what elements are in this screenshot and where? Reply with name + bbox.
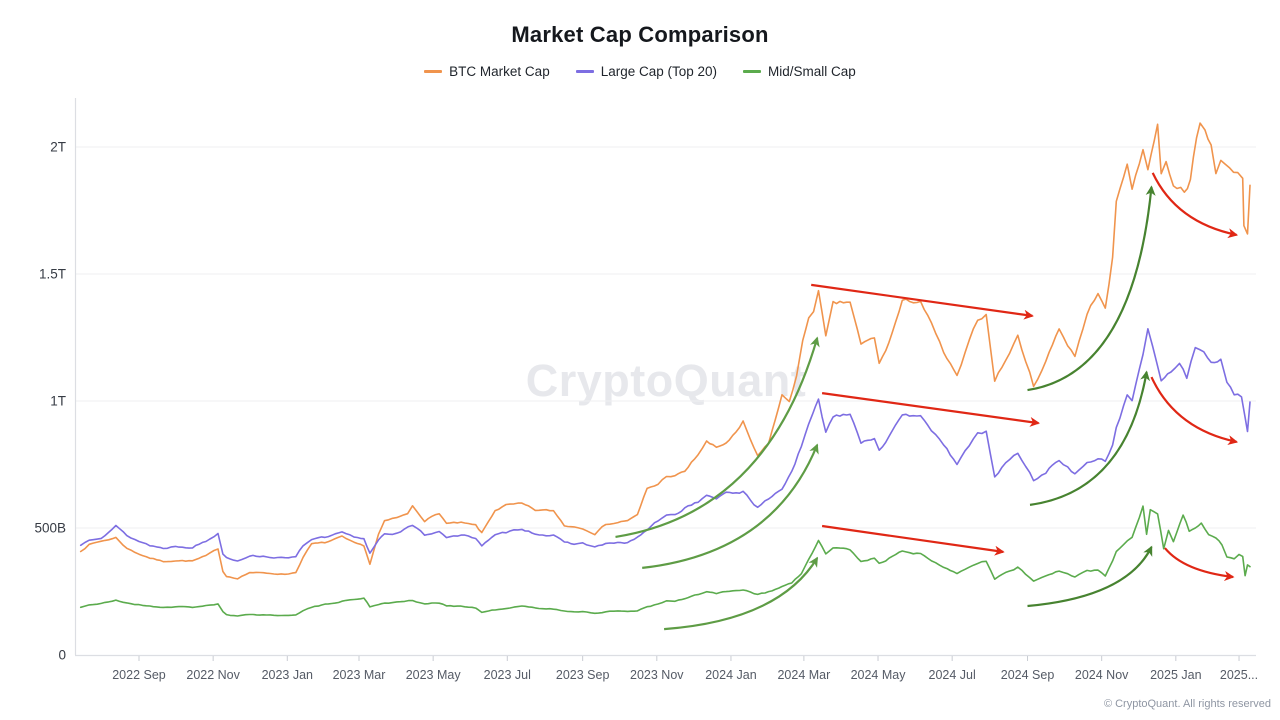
x-axis-tick-label: 2024 Jan <box>705 668 756 682</box>
mid_small-line <box>79 505 1251 617</box>
uptrend-arrow-large_cap <box>1029 370 1151 506</box>
legend-swatch-large-cap <box>575 70 594 73</box>
x-axis-tick-label: 2022 Sep <box>112 668 166 682</box>
downtrend-arrow-btc <box>811 283 1034 320</box>
x-axis-tick-label: 2025 Jan <box>1150 668 1201 682</box>
legend-item-large-cap[interactable]: Large Cap (Top 20) <box>575 64 718 79</box>
downtrend-arrow-large_cap <box>1150 376 1239 446</box>
y-axis-tick-label: 1.5T <box>39 267 66 282</box>
x-axis-tick-label: 2024 Jul <box>929 668 976 682</box>
uptrend-arrow-large_cap <box>642 443 819 569</box>
legend-label-large-cap: Large Cap (Top 20) <box>600 64 718 79</box>
page-title: Market Cap Comparison <box>511 22 769 47</box>
legend-swatch-mid-small <box>743 70 762 73</box>
legend-swatch-btc <box>424 70 443 73</box>
x-axis-tick-label: 2023 May <box>406 668 462 682</box>
y-axis-tick-label: 1T <box>50 394 66 409</box>
y-axis-tick-label: 2T <box>50 140 66 155</box>
x-axis-tick-label: 2023 Nov <box>630 668 684 682</box>
x-axis-tick-label: 2024 May <box>851 668 907 682</box>
legend-item-mid-small-cap[interactable]: Mid/Small Cap <box>743 64 856 79</box>
uptrend-arrow-mid_small <box>664 556 819 631</box>
downtrend-arrow-large_cap <box>821 392 1040 427</box>
btc-line <box>79 122 1251 580</box>
y-axis-tick-label: 0 <box>58 648 66 663</box>
large_cap-line <box>79 328 1251 562</box>
x-axis-tick-label: 2022 Nov <box>186 668 240 682</box>
y-axis-tick-label: 500B <box>34 521 66 536</box>
legend-label-mid-small: Mid/Small Cap <box>768 64 856 79</box>
uptrend-arrow-btc <box>1027 185 1156 392</box>
x-axis-tick-label: 2023 Jan <box>262 668 313 682</box>
downtrend-arrow-mid_small <box>1164 547 1235 581</box>
x-axis-tick-label: 2024 Nov <box>1075 668 1129 682</box>
downtrend-arrow-btc <box>1151 172 1239 239</box>
legend: BTC Market Cap Large Cap (Top 20) Mid/Sm… <box>0 64 1280 79</box>
x-axis-tick-label: 2024 Mar <box>777 668 830 682</box>
watermark: CryptoQuant <box>525 355 807 406</box>
x-axis-tick-label: 2023 Sep <box>556 668 610 682</box>
downtrend-arrow-mid_small <box>821 524 1005 556</box>
uptrend-arrow-btc <box>615 336 820 538</box>
legend-item-btc-market-cap[interactable]: BTC Market Cap <box>424 64 550 79</box>
x-axis-tick-label: 2024 Sep <box>1001 668 1055 682</box>
legend-label-btc: BTC Market Cap <box>449 64 550 79</box>
copyright-note: © CryptoQuant. All rights reserved <box>1103 698 1271 710</box>
x-axis-tick-label: 2023 Mar <box>333 668 386 682</box>
x-axis-tick-label: 2025... <box>1220 668 1258 682</box>
uptrend-arrow-mid_small <box>1027 545 1153 608</box>
x-axis-tick-label: 2023 Jul <box>484 668 531 682</box>
